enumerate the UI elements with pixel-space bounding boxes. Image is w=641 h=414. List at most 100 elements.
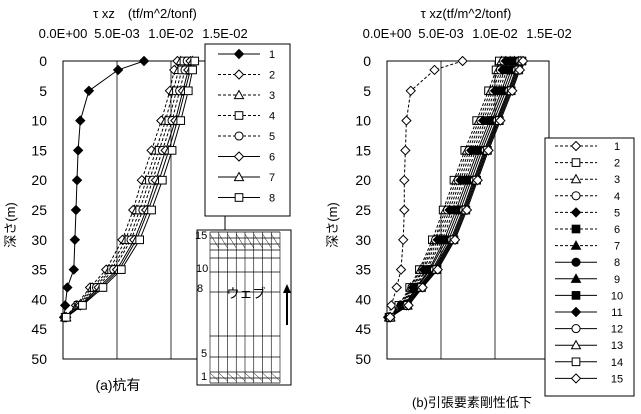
panel-a-series bbox=[58, 55, 200, 323]
panel-a: τ xz (tf/m^2/tonf) 0.0E+00 5.0E-03 1.0E-02… bbox=[3, 6, 292, 393]
panel-a-data-point bbox=[71, 174, 83, 186]
panel-b-y-tick-label: 35 bbox=[355, 262, 371, 278]
panel-a-series-1 bbox=[58, 55, 150, 323]
panel-b-series-line bbox=[388, 60, 507, 318]
inset-diagonal-line bbox=[209, 372, 219, 382]
panel-a-data-point bbox=[116, 265, 126, 274]
panel-b-series-line bbox=[389, 60, 520, 318]
panel-a-legend-box bbox=[204, 43, 291, 217]
panel-b-data-point bbox=[386, 300, 397, 311]
legend-label: 14 bbox=[611, 357, 623, 369]
panel-a-x-tick-labels: 0.0E+00 5.0E-03 1.0E-02 1.5E-02 bbox=[39, 26, 248, 41]
legend-marker bbox=[570, 273, 582, 283]
panel-b-legend-item: 15 bbox=[555, 373, 623, 385]
panel-b-y-tick-label: 10 bbox=[355, 113, 371, 129]
legend-marker bbox=[571, 324, 581, 334]
panel-a-data-point bbox=[167, 146, 177, 155]
legend-marker bbox=[233, 151, 245, 162]
panel-a-y-tick-label: 20 bbox=[31, 172, 47, 188]
panel-b-data-point bbox=[399, 174, 410, 186]
panel-b-legend-item: 11 bbox=[555, 306, 623, 319]
legend-marker bbox=[234, 131, 244, 141]
panel-a-legend: 1 2 3 4 5 6 7 8 bbox=[204, 43, 291, 217]
panel-b-legend-item: 2 bbox=[555, 158, 620, 170]
panel-b-data-point bbox=[483, 145, 494, 156]
panel-b-y-tick-label: 40 bbox=[355, 291, 371, 307]
panel-b-series-line bbox=[389, 60, 511, 318]
panel-b-series-1 bbox=[382, 55, 468, 323]
inset-diagonal-line bbox=[262, 372, 272, 382]
panel-b-y-tick-label: 30 bbox=[355, 232, 371, 248]
legend-marker bbox=[571, 191, 581, 201]
panel-b-series-15 bbox=[385, 55, 529, 323]
panel-a-series-line bbox=[65, 60, 191, 318]
panel-a-data-point bbox=[72, 145, 84, 156]
legend-marker bbox=[233, 89, 245, 100]
panel-a-data-point bbox=[147, 205, 156, 215]
legend-marker bbox=[570, 240, 582, 250]
inset-scale-8: 8 bbox=[197, 283, 203, 295]
panel-a-series-4 bbox=[60, 56, 189, 322]
panel-b-x-axis-title: τ xz(tf/m^2/tonf) bbox=[421, 6, 512, 21]
legend-marker bbox=[234, 193, 244, 202]
legend-marker bbox=[233, 69, 245, 80]
panel-b-series-10 bbox=[385, 56, 521, 322]
legend-label: 15 bbox=[611, 373, 623, 385]
panel-a-x-tick-label: 5.0E-03 bbox=[94, 26, 140, 41]
panel-a-y-tick-label: 25 bbox=[31, 202, 47, 218]
panel-b-y-tick-label: 15 bbox=[355, 142, 371, 158]
legend-marker bbox=[571, 357, 581, 367]
panel-a-series-3 bbox=[59, 55, 187, 322]
panel-a-data-point bbox=[69, 234, 81, 246]
inset-diagonal-line bbox=[244, 372, 254, 382]
legend-marker bbox=[233, 48, 245, 60]
panel-b-series-3 bbox=[383, 55, 507, 322]
legend-label: 1 bbox=[269, 49, 275, 61]
panel-b-y-tick-label: 20 bbox=[355, 172, 371, 188]
inset-diagonal-line bbox=[227, 233, 237, 249]
legend-label: 7 bbox=[614, 241, 620, 253]
panel-b-data-point bbox=[385, 312, 396, 323]
panel-b-data-point bbox=[395, 264, 407, 275]
inset-diagonal-line bbox=[271, 372, 281, 382]
legend-marker bbox=[570, 173, 582, 184]
panel-b-x-tick-label: 1.5E-02 bbox=[526, 26, 572, 41]
inset-frame bbox=[196, 229, 292, 386]
panel-a-data-point bbox=[188, 65, 197, 75]
panel-b-y-tick-labels: 0 5 10 15 20 25 30 35 40 45 50 bbox=[355, 53, 371, 367]
inset-mesh bbox=[209, 231, 281, 384]
panel-a-legend-item: 5 bbox=[218, 131, 275, 143]
legend-label: 10 bbox=[611, 290, 623, 302]
panel-b-legend-item: 10 bbox=[555, 290, 623, 302]
inset-diagonal-line bbox=[236, 233, 246, 249]
panel-b-caption: (b)引張要素剛性低下 bbox=[412, 395, 532, 410]
panel-b-y-axis-title: 深さ(m) bbox=[325, 202, 340, 248]
panel-a-x-tick-label: 0.0E+00 bbox=[39, 26, 88, 41]
panel-b-series-line bbox=[388, 60, 500, 318]
panel-a-inset-diagram: 15 10 8 5 1 ウェブ bbox=[195, 229, 292, 386]
panel-b-data-point bbox=[417, 282, 428, 293]
inset-scale-5: 5 bbox=[201, 348, 207, 360]
panel-b-y-tick-label: 25 bbox=[355, 202, 371, 218]
panel-a-series-line bbox=[64, 60, 182, 318]
legend-marker bbox=[571, 291, 581, 300]
legend-label: 6 bbox=[614, 224, 620, 236]
panel-a-data-point bbox=[68, 264, 80, 275]
legend-label: 1 bbox=[614, 141, 620, 153]
panel-a-data-point bbox=[112, 64, 124, 76]
panel-b-x-tick-label: 0.0E+00 bbox=[363, 26, 412, 41]
panel-a-data-point bbox=[83, 85, 95, 97]
legend-label: 11 bbox=[611, 307, 622, 319]
panel-b-series-line bbox=[388, 60, 509, 318]
panel-a-legend-item: 2 bbox=[218, 69, 275, 82]
legend-label: 13 bbox=[611, 340, 623, 352]
inset-diagonal-line bbox=[253, 372, 263, 382]
legend-label: 3 bbox=[269, 90, 275, 102]
panel-b-y-tick-label: 45 bbox=[355, 321, 371, 337]
legend-marker bbox=[571, 257, 581, 267]
panel-a-data-point bbox=[62, 282, 73, 293]
panel-b-legend-item: 7 bbox=[555, 240, 620, 253]
panel-b-series-14 bbox=[385, 56, 527, 322]
